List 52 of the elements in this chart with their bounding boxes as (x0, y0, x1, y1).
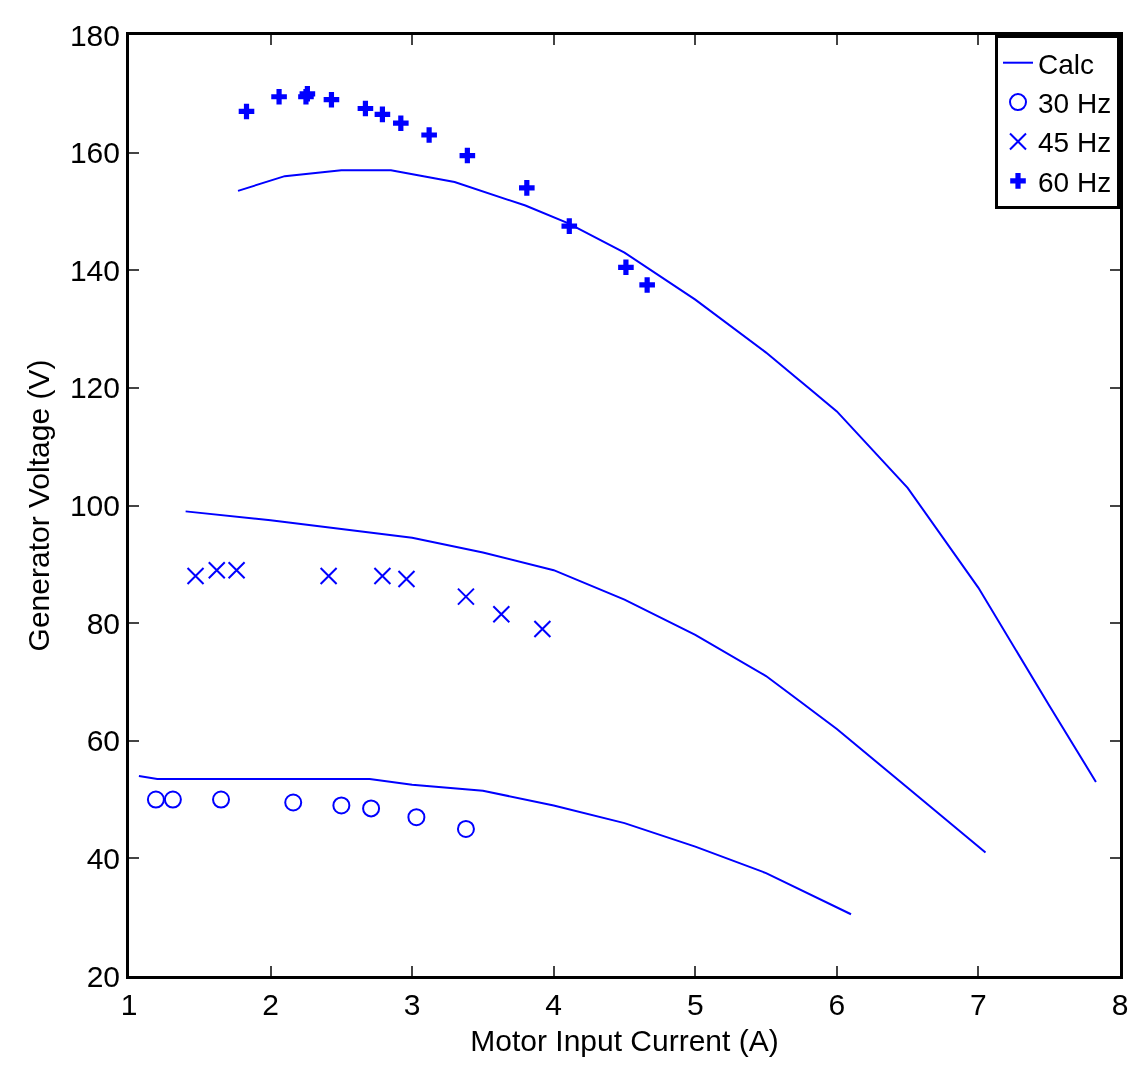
point (332, 796, 351, 815)
x-tick-label: 6 (828, 988, 846, 1021)
point (373, 567, 392, 586)
y-tick-label: 60 (86, 724, 120, 758)
point (618, 259, 634, 276)
y-tick-label: 40 (86, 841, 120, 875)
legend-label: Calc (1038, 48, 1095, 80)
point (357, 100, 374, 117)
y-tick-label: 180 (69, 18, 120, 52)
y-tick-label: 80 (86, 606, 120, 640)
x-tick-label: 7 (970, 988, 987, 1021)
y-tick-label: 120 (69, 371, 120, 405)
point (456, 819, 475, 838)
point (212, 790, 231, 809)
y-tick-label: 100 (69, 489, 120, 522)
x-tick-label: 8 (1111, 988, 1129, 1021)
point (163, 790, 182, 809)
x-tick-label: 5 (686, 988, 704, 1021)
point (186, 567, 205, 586)
y-tick-label: 140 (69, 253, 120, 287)
point (459, 147, 476, 164)
point (456, 587, 475, 606)
legend-label: 45 Hz (1038, 127, 1112, 159)
point (323, 91, 340, 108)
point (238, 103, 255, 120)
point (561, 218, 578, 234)
y-axis-title: Generator Voltage (V) (21, 359, 55, 652)
point (393, 115, 409, 132)
point (397, 570, 416, 589)
point (533, 620, 552, 639)
point (374, 106, 391, 123)
x-tick-label: 2 (262, 988, 279, 1021)
point (284, 793, 303, 812)
x-axis-title: Motor Input Current (A) (470, 1023, 779, 1057)
point (492, 605, 511, 624)
point (319, 567, 338, 586)
line-series (184, 510, 987, 854)
point (421, 127, 437, 143)
y-tick-label: 20 (86, 959, 120, 993)
point (519, 180, 535, 196)
line-series (137, 775, 853, 916)
point (362, 799, 381, 818)
point (146, 790, 165, 809)
x-tick-label: 4 (545, 988, 563, 1021)
point (271, 88, 287, 105)
y-tick-label: 160 (69, 136, 120, 170)
legend-label: 30 Hz (1038, 88, 1112, 120)
x-tick-label: 3 (403, 988, 421, 1021)
legend-label: 60 Hz (1038, 166, 1112, 198)
point (407, 808, 426, 827)
x-tick-label: 1 (120, 988, 138, 1021)
point (639, 277, 655, 293)
